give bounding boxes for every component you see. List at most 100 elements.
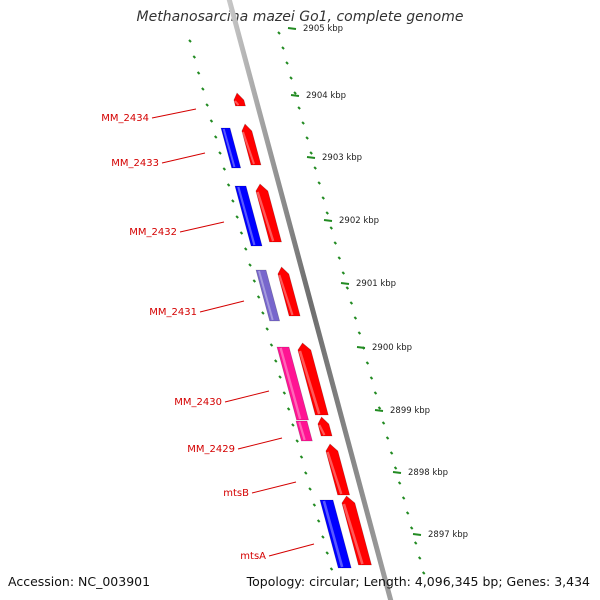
track-dot	[196, 71, 201, 75]
track-dot	[261, 311, 265, 315]
major-tick	[306, 156, 316, 159]
track-dot	[325, 211, 329, 215]
track-dot	[341, 271, 346, 275]
track-dot	[282, 391, 287, 395]
track-dot	[235, 215, 239, 219]
track-dot	[365, 361, 370, 365]
track-dot	[252, 279, 257, 283]
track-dot	[289, 76, 293, 80]
track-dot	[373, 391, 378, 395]
major-tick	[290, 94, 300, 97]
track-dot	[256, 295, 261, 299]
track-dot	[222, 167, 227, 171]
track-dot	[309, 151, 313, 155]
track-dot	[381, 421, 386, 425]
track-dot	[369, 376, 374, 380]
tick-label: 2902 kbp	[339, 216, 379, 226]
track-dot	[248, 263, 252, 267]
track-dot	[413, 541, 418, 545]
track-dot	[265, 327, 269, 331]
track-dot	[409, 526, 414, 530]
gene-leader-line	[268, 543, 315, 557]
major-tick	[340, 282, 350, 285]
track-dot	[201, 87, 205, 91]
track-dot	[329, 567, 334, 571]
gene-label[interactable]: MM_2433	[111, 158, 159, 169]
track-dot	[281, 46, 285, 50]
gene-block	[241, 123, 262, 166]
major-tick	[392, 471, 402, 474]
track-dot	[188, 39, 192, 43]
gene-highlight	[298, 350, 321, 415]
track-dot	[337, 256, 342, 260]
gene-label[interactable]: mtsB	[223, 488, 249, 499]
gene-label[interactable]: mtsA	[240, 551, 266, 562]
track-dot	[293, 91, 297, 95]
outer-dotted-track	[277, 31, 426, 575]
track-dot	[214, 135, 218, 139]
gene-leader-line	[179, 221, 225, 233]
gene-label[interactable]: MM_2432	[129, 227, 177, 238]
gene-block	[325, 443, 351, 496]
gene-label[interactable]: MM_2434	[101, 113, 149, 124]
track-dot	[357, 331, 362, 335]
track-dot	[389, 451, 394, 455]
track-dot	[312, 503, 317, 507]
gene-leader-line	[199, 300, 245, 313]
gene-highlight	[242, 131, 255, 165]
gene-leader-line	[251, 481, 297, 494]
gene-highlight	[342, 503, 364, 565]
map-title: Methanosarcina mazei Go1, complete genom…	[136, 9, 464, 25]
tick-label: 2903 kbp	[322, 153, 362, 163]
track-dot	[325, 551, 329, 555]
gene-label[interactable]: MM_2429	[187, 444, 235, 455]
tick-label: 2897 kbp	[428, 530, 468, 540]
scale-ticks: 2905 kbp 2904 kbp 2903 kbp 2902 kbp 2901 kbp…	[287, 24, 468, 540]
gene-highlight	[279, 347, 302, 420]
gene-labels: MM_2434 MM_2433 MM_2432 MM_2431 MM_2430 MM_24…	[101, 108, 315, 562]
track-dot	[397, 481, 402, 485]
major-tick	[287, 27, 297, 30]
gene-block	[295, 420, 313, 442]
tick-label: 2904 kbp	[306, 91, 346, 101]
track-dot	[393, 466, 398, 470]
gene-label[interactable]: MM_2431	[149, 307, 197, 318]
gene-label[interactable]: MM_2430	[174, 397, 222, 408]
gene-highlight	[322, 500, 344, 568]
track-dot	[405, 511, 410, 515]
major-tick	[412, 533, 422, 536]
track-dot	[269, 343, 274, 347]
track-dot	[385, 436, 390, 440]
track-dot	[218, 151, 222, 155]
gene-block	[255, 183, 282, 243]
major-tick	[323, 219, 333, 222]
track-dot	[231, 199, 235, 203]
topology-text: Topology: circular; Length: 4,096,345 bp…	[246, 574, 590, 589]
gene-block	[255, 269, 281, 322]
gene-block	[276, 346, 309, 421]
track-dot	[377, 406, 382, 410]
gene-highlight	[256, 191, 275, 242]
track-dot	[209, 119, 214, 123]
track-dot	[299, 455, 304, 459]
track-dot	[321, 196, 325, 200]
track-dot	[329, 226, 333, 230]
gene-highlight	[298, 421, 306, 441]
track-dot	[333, 241, 337, 245]
tick-label: 2898 kbp	[408, 468, 448, 478]
tick-label: 2899 kbp	[390, 406, 430, 416]
tick-label: 2901 kbp	[356, 279, 396, 289]
track-dot	[295, 439, 299, 443]
gene-highlight	[326, 451, 343, 495]
track-dot	[316, 519, 321, 523]
gene-highlight	[258, 270, 274, 321]
track-dot	[321, 535, 325, 539]
gene-block	[233, 92, 246, 107]
track-dot	[422, 571, 426, 575]
track-dot	[274, 359, 278, 363]
track-dot	[304, 471, 308, 475]
track-dot	[313, 166, 317, 170]
track-dot	[345, 286, 350, 290]
gene-blocks	[220, 92, 372, 569]
track-dot	[277, 31, 281, 35]
